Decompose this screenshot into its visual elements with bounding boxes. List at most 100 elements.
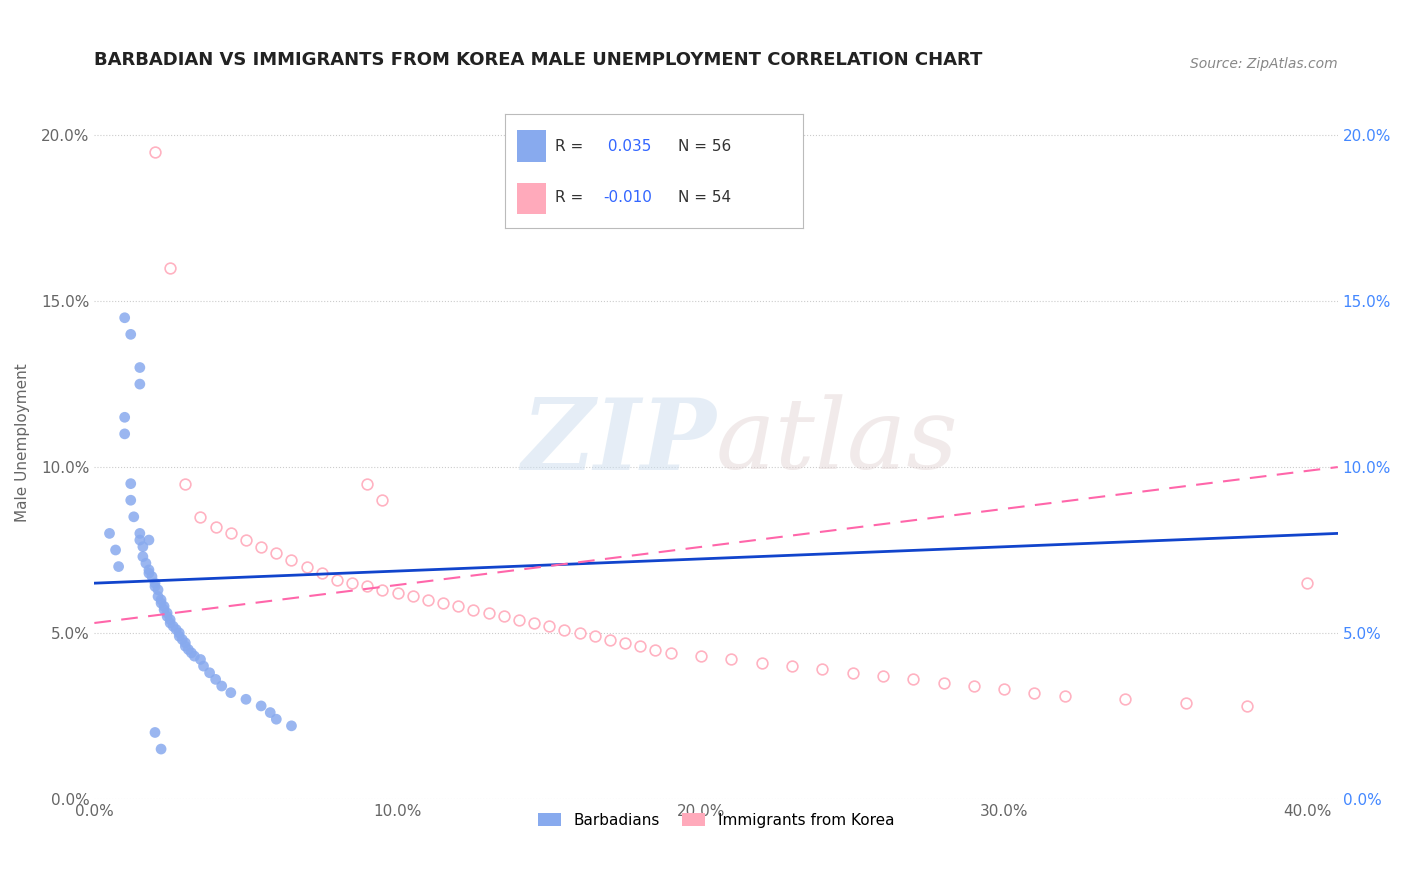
Point bbox=[599, 632, 621, 647]
Point bbox=[128, 377, 150, 392]
Point bbox=[402, 590, 425, 604]
Point bbox=[143, 576, 166, 591]
Legend: Barbadians, Immigrants from Korea: Barbadians, Immigrants from Korea bbox=[531, 806, 900, 834]
Point bbox=[128, 526, 150, 541]
Y-axis label: Male Unemployment: Male Unemployment bbox=[15, 363, 30, 522]
Point bbox=[219, 686, 242, 700]
Point bbox=[128, 360, 150, 375]
Point bbox=[107, 559, 129, 574]
Point bbox=[138, 566, 160, 581]
Point bbox=[463, 603, 485, 617]
Point bbox=[143, 580, 166, 594]
Point bbox=[132, 549, 155, 564]
Point bbox=[568, 626, 591, 640]
Point bbox=[1175, 696, 1198, 710]
Point bbox=[614, 636, 637, 650]
Point bbox=[122, 509, 145, 524]
Point bbox=[259, 706, 281, 720]
Point bbox=[250, 698, 273, 713]
Text: ZIP: ZIP bbox=[522, 394, 716, 491]
Point bbox=[167, 626, 190, 640]
Point bbox=[156, 606, 179, 620]
Point bbox=[720, 652, 742, 666]
Point bbox=[659, 646, 682, 660]
Point bbox=[1024, 686, 1046, 700]
Point bbox=[190, 509, 212, 524]
Point bbox=[780, 659, 803, 673]
Point bbox=[250, 540, 273, 554]
Point bbox=[211, 679, 233, 693]
Point bbox=[141, 569, 163, 583]
Point bbox=[180, 646, 202, 660]
Point bbox=[159, 615, 181, 630]
Point bbox=[872, 669, 894, 683]
Point bbox=[114, 426, 136, 441]
Point bbox=[508, 613, 530, 627]
Point bbox=[932, 675, 955, 690]
Point bbox=[690, 649, 713, 664]
Point bbox=[120, 476, 142, 491]
Point bbox=[628, 639, 651, 653]
Point bbox=[751, 656, 773, 670]
Point bbox=[138, 563, 160, 577]
Point bbox=[156, 609, 179, 624]
Point bbox=[114, 410, 136, 425]
Point bbox=[120, 327, 142, 342]
Point bbox=[553, 623, 575, 637]
Point bbox=[172, 632, 194, 647]
Point bbox=[447, 599, 470, 614]
Point bbox=[174, 476, 197, 491]
Point bbox=[174, 636, 197, 650]
Point bbox=[114, 310, 136, 325]
Point bbox=[371, 582, 394, 597]
Point bbox=[841, 665, 863, 680]
Point bbox=[135, 556, 157, 570]
Point bbox=[150, 742, 173, 756]
Point bbox=[153, 603, 176, 617]
Point bbox=[177, 642, 200, 657]
Point bbox=[644, 642, 666, 657]
Point bbox=[811, 662, 834, 676]
Point bbox=[143, 725, 166, 739]
Point bbox=[146, 582, 169, 597]
Point bbox=[153, 599, 176, 614]
Point bbox=[523, 615, 546, 630]
Point bbox=[162, 619, 184, 633]
Point bbox=[204, 520, 226, 534]
Point bbox=[356, 476, 378, 491]
Point bbox=[387, 586, 409, 600]
Point bbox=[1053, 689, 1076, 703]
Point bbox=[104, 543, 127, 558]
Point bbox=[538, 619, 561, 633]
Point bbox=[98, 526, 121, 541]
Point bbox=[120, 493, 142, 508]
Point bbox=[159, 613, 181, 627]
Point bbox=[204, 673, 226, 687]
Point bbox=[219, 526, 242, 541]
Point bbox=[143, 145, 166, 159]
Point bbox=[146, 590, 169, 604]
Point bbox=[235, 692, 257, 706]
Point bbox=[266, 712, 288, 726]
Text: Source: ZipAtlas.com: Source: ZipAtlas.com bbox=[1189, 57, 1337, 71]
Point bbox=[193, 659, 215, 673]
Point bbox=[132, 540, 155, 554]
Point bbox=[150, 592, 173, 607]
Point bbox=[993, 682, 1015, 697]
Point bbox=[198, 665, 221, 680]
Point bbox=[356, 580, 378, 594]
Point bbox=[311, 566, 333, 581]
Point bbox=[416, 592, 439, 607]
Point bbox=[150, 596, 173, 610]
Point bbox=[371, 493, 394, 508]
Point bbox=[167, 629, 190, 643]
Point bbox=[340, 576, 363, 591]
Point bbox=[295, 559, 318, 574]
Point bbox=[280, 719, 302, 733]
Point bbox=[1296, 576, 1319, 591]
Point bbox=[174, 639, 197, 653]
Point bbox=[183, 649, 205, 664]
Point bbox=[138, 533, 160, 547]
Point bbox=[1114, 692, 1136, 706]
Point bbox=[432, 596, 454, 610]
